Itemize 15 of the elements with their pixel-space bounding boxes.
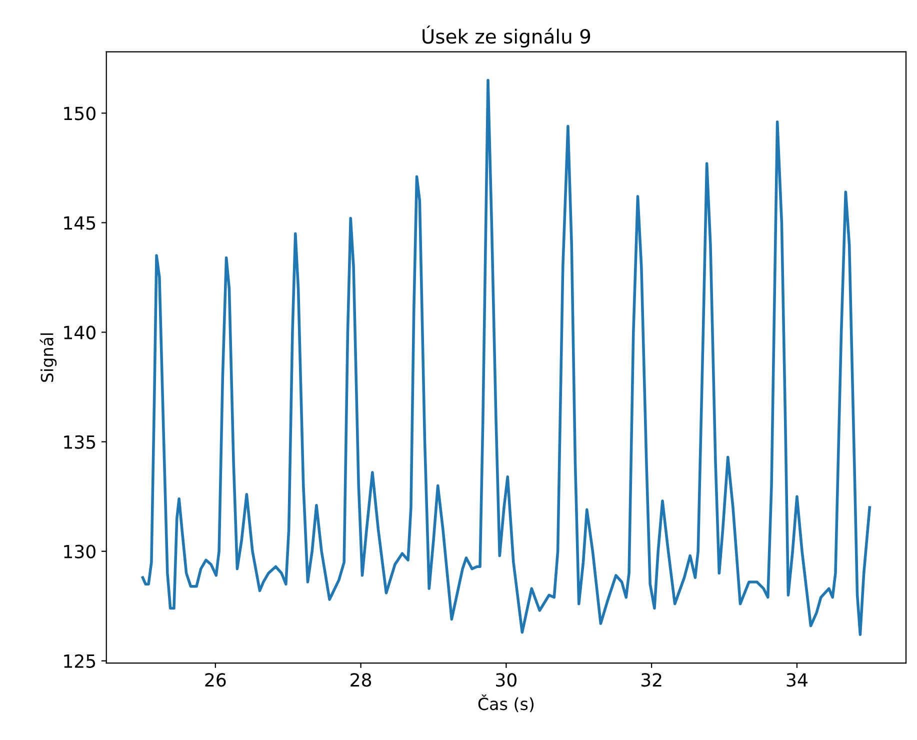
y-tick-label: 135 — [64, 435, 96, 449]
y-axis-title: Signál — [40, 333, 57, 382]
x-tick-label: 32 — [641, 673, 662, 687]
y-tick-label: 150 — [64, 106, 96, 120]
y-tick-label: 140 — [64, 326, 96, 340]
y-tick-label: 130 — [64, 544, 96, 558]
x-tick-label: 34 — [786, 673, 808, 687]
chart-title: Úsek ze signálu 9 — [422, 25, 590, 48]
y-tick-label: 125 — [64, 654, 96, 668]
y-tick-label: 145 — [64, 216, 96, 230]
line-series — [141, 78, 872, 636]
x-axis-title: Čas (s) — [478, 694, 534, 712]
x-tick-label: 28 — [350, 673, 372, 687]
x-tick-label: 26 — [205, 673, 226, 687]
x-tick-label: 30 — [496, 673, 516, 687]
